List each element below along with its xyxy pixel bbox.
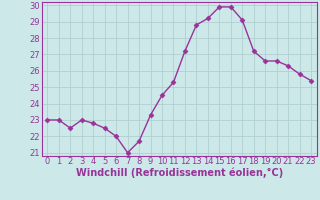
X-axis label: Windchill (Refroidissement éolien,°C): Windchill (Refroidissement éolien,°C) [76, 168, 283, 178]
